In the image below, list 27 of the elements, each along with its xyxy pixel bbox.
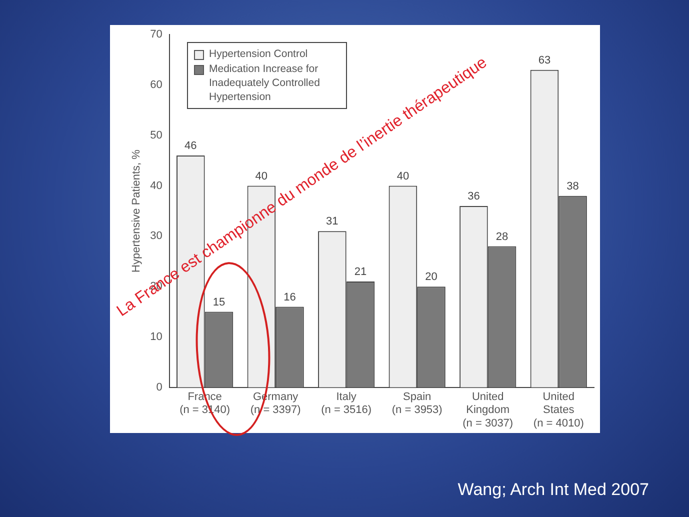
x-tick-label: United Kingdom (n = 3037) [462, 391, 514, 430]
data-label: 38 [566, 180, 579, 192]
data-label: 40 [396, 170, 410, 182]
data-label: 63 [538, 54, 551, 66]
legend-label: Hypertension Control [209, 47, 308, 61]
y-tick-label: 0 [156, 381, 162, 394]
y-tick-label: 30 [150, 230, 162, 242]
data-label: 46 [184, 140, 197, 152]
data-label: 20 [425, 271, 438, 284]
y-tick-label: 50 [150, 129, 162, 142]
data-label: 16 [284, 291, 296, 304]
data-label: 15 [212, 296, 226, 308]
y-tick-label: 60 [150, 79, 162, 92]
data-label: 31 [326, 216, 338, 228]
y-axis-title: Hypertensive Patients, % [130, 149, 143, 272]
x-tick-label: Italy (n = 3516) [321, 391, 372, 416]
data-label: 36 [468, 190, 480, 202]
y-tick-label: 10 [150, 331, 162, 344]
text: Wang; Arch Int Med 2007 [458, 480, 649, 500]
data-label: 21 [354, 266, 367, 278]
legend-label: Medication Increase for Inadequately Controlled Hypertension [209, 62, 321, 104]
data-label: 28 [496, 230, 508, 243]
data-label: 40 [255, 170, 268, 182]
y-tick-label: 70 [150, 28, 162, 41]
x-tick-label: United States (n = 4010) [533, 391, 584, 430]
y-tick-label: 40 [150, 180, 162, 192]
x-tick-label: Spain (n = 3953) [392, 391, 442, 416]
